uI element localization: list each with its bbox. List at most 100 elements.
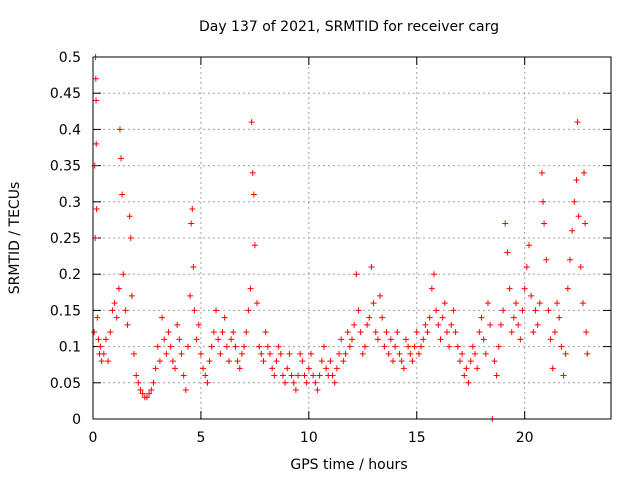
- data-point: [571, 198, 578, 205]
- data-point: [480, 336, 487, 343]
- data-point: [305, 365, 312, 372]
- data-point: [172, 365, 179, 372]
- data-point: [364, 321, 371, 328]
- data-point: [545, 307, 552, 314]
- data-point: [377, 292, 384, 299]
- data-point: [344, 329, 351, 336]
- data-point: [461, 372, 468, 379]
- data-point: [452, 329, 459, 336]
- data-point: [472, 350, 479, 357]
- data-point: [396, 350, 403, 357]
- data-point: [176, 336, 183, 343]
- data-point: [303, 379, 310, 386]
- data-point: [182, 387, 189, 394]
- data-point: [383, 329, 390, 336]
- data-point: [150, 379, 157, 386]
- data-point: [433, 307, 440, 314]
- data-point: [148, 387, 155, 394]
- data-point: [549, 365, 556, 372]
- data-point: [426, 314, 433, 321]
- x-tick-label: 0: [89, 430, 98, 446]
- data-point: [250, 191, 257, 198]
- data-point: [482, 350, 489, 357]
- data-point: [456, 358, 463, 365]
- data-point: [100, 350, 107, 357]
- data-point: [200, 365, 207, 372]
- data-point: [297, 350, 304, 357]
- data-point: [405, 343, 412, 350]
- data-point: [247, 285, 254, 292]
- grid: [93, 57, 611, 419]
- data-point: [374, 336, 381, 343]
- data-point: [312, 379, 319, 386]
- data-point: [284, 365, 291, 372]
- data-point: [424, 329, 431, 336]
- data-point: [161, 336, 168, 343]
- y-tick-label: 0.1: [59, 340, 81, 356]
- data-point: [428, 285, 435, 292]
- y-axis-label: SRMTID / TECUs: [7, 182, 23, 295]
- data-point: [413, 329, 420, 336]
- data-point: [577, 263, 584, 270]
- data-point: [152, 365, 159, 372]
- data-point: [400, 365, 407, 372]
- data-point: [131, 350, 138, 357]
- data-point: [232, 343, 239, 350]
- data-point: [366, 314, 373, 321]
- data-point: [415, 350, 422, 357]
- data-point: [506, 285, 513, 292]
- data-point: [122, 307, 129, 314]
- data-point: [230, 329, 237, 336]
- data-point: [584, 350, 591, 357]
- data-point: [392, 343, 399, 350]
- data-point: [574, 119, 581, 126]
- data-point: [540, 198, 547, 205]
- data-point: [543, 256, 550, 263]
- data-point: [381, 343, 388, 350]
- data-point: [469, 343, 476, 350]
- data-point: [191, 307, 198, 314]
- data-point: [390, 358, 397, 365]
- data-point: [331, 379, 338, 386]
- data-point: [163, 350, 170, 357]
- data-point: [238, 350, 245, 357]
- data-point: [504, 249, 511, 256]
- data-point: [519, 307, 526, 314]
- data-point: [502, 220, 509, 227]
- data-point: [361, 343, 368, 350]
- data-point: [500, 307, 507, 314]
- data-point: [219, 329, 226, 336]
- data-point: [551, 329, 558, 336]
- data-point: [314, 387, 321, 394]
- data-point: [118, 155, 125, 162]
- data-point: [394, 329, 401, 336]
- data-point: [323, 365, 330, 372]
- chart-title: Day 137 of 2021, SRMTID for receiver car…: [199, 19, 499, 35]
- data-point: [91, 329, 98, 336]
- data-point: [217, 350, 224, 357]
- data-point: [167, 343, 174, 350]
- data-point: [92, 75, 99, 82]
- data-point: [476, 329, 483, 336]
- data-point: [534, 321, 541, 328]
- data-point: [407, 350, 414, 357]
- data-point: [441, 300, 448, 307]
- data-point: [446, 343, 453, 350]
- data-point: [234, 358, 241, 365]
- data-point: [497, 321, 504, 328]
- data-point: [402, 336, 409, 343]
- data-point: [223, 343, 230, 350]
- data-point: [189, 206, 196, 213]
- data-point: [329, 372, 336, 379]
- data-point: [97, 343, 104, 350]
- data-point: [187, 292, 194, 299]
- data-point: [333, 365, 340, 372]
- data-point: [98, 358, 105, 365]
- y-tick-label: 0.4: [59, 122, 81, 138]
- data-point: [560, 372, 567, 379]
- data-point: [273, 358, 280, 365]
- data-point: [277, 350, 284, 357]
- data-point: [478, 314, 485, 321]
- data-point: [154, 343, 161, 350]
- data-point: [316, 372, 323, 379]
